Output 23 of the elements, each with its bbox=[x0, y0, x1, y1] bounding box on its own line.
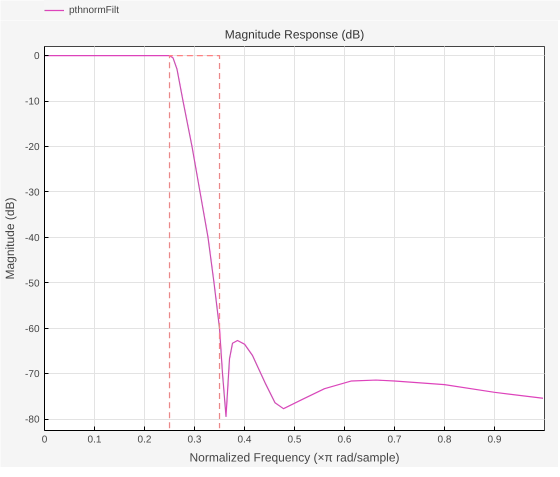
x-axis-title: Normalized Frequency (×π rad/sample) bbox=[189, 450, 400, 464]
x-tick-label: 0.4 bbox=[238, 434, 252, 446]
x-tick-label: 0.3 bbox=[188, 434, 202, 446]
y-tick-label: -30 bbox=[25, 187, 40, 198]
y-axis-title: Magnitude (dB) bbox=[3, 197, 18, 280]
y-tick-label: -60 bbox=[25, 324, 40, 335]
y-tick-label: -20 bbox=[25, 142, 40, 153]
x-tick-label: 0.7 bbox=[388, 434, 402, 446]
x-tick-label: 0.9 bbox=[488, 434, 502, 446]
y-tick-label: -50 bbox=[25, 278, 40, 290]
y-tick-label: -70 bbox=[25, 369, 40, 380]
x-tick-label: 0.6 bbox=[338, 434, 352, 446]
y-tick-label: -80 bbox=[25, 414, 40, 426]
x-tick-label: 0.1 bbox=[88, 434, 102, 446]
x-tick-label: 0.5 bbox=[288, 434, 302, 446]
chart-title: Magnitude Response (dB) bbox=[224, 28, 364, 42]
legend-label: pthnormFilt bbox=[69, 4, 120, 16]
x-tick-label: 0.8 bbox=[438, 434, 452, 446]
y-tick-label: -10 bbox=[25, 96, 40, 108]
y-tick-label: -40 bbox=[25, 232, 40, 244]
x-tick-label: 0 bbox=[42, 434, 48, 446]
x-tick-label: 0.2 bbox=[138, 434, 152, 446]
y-tick-label: 0 bbox=[34, 51, 40, 62]
